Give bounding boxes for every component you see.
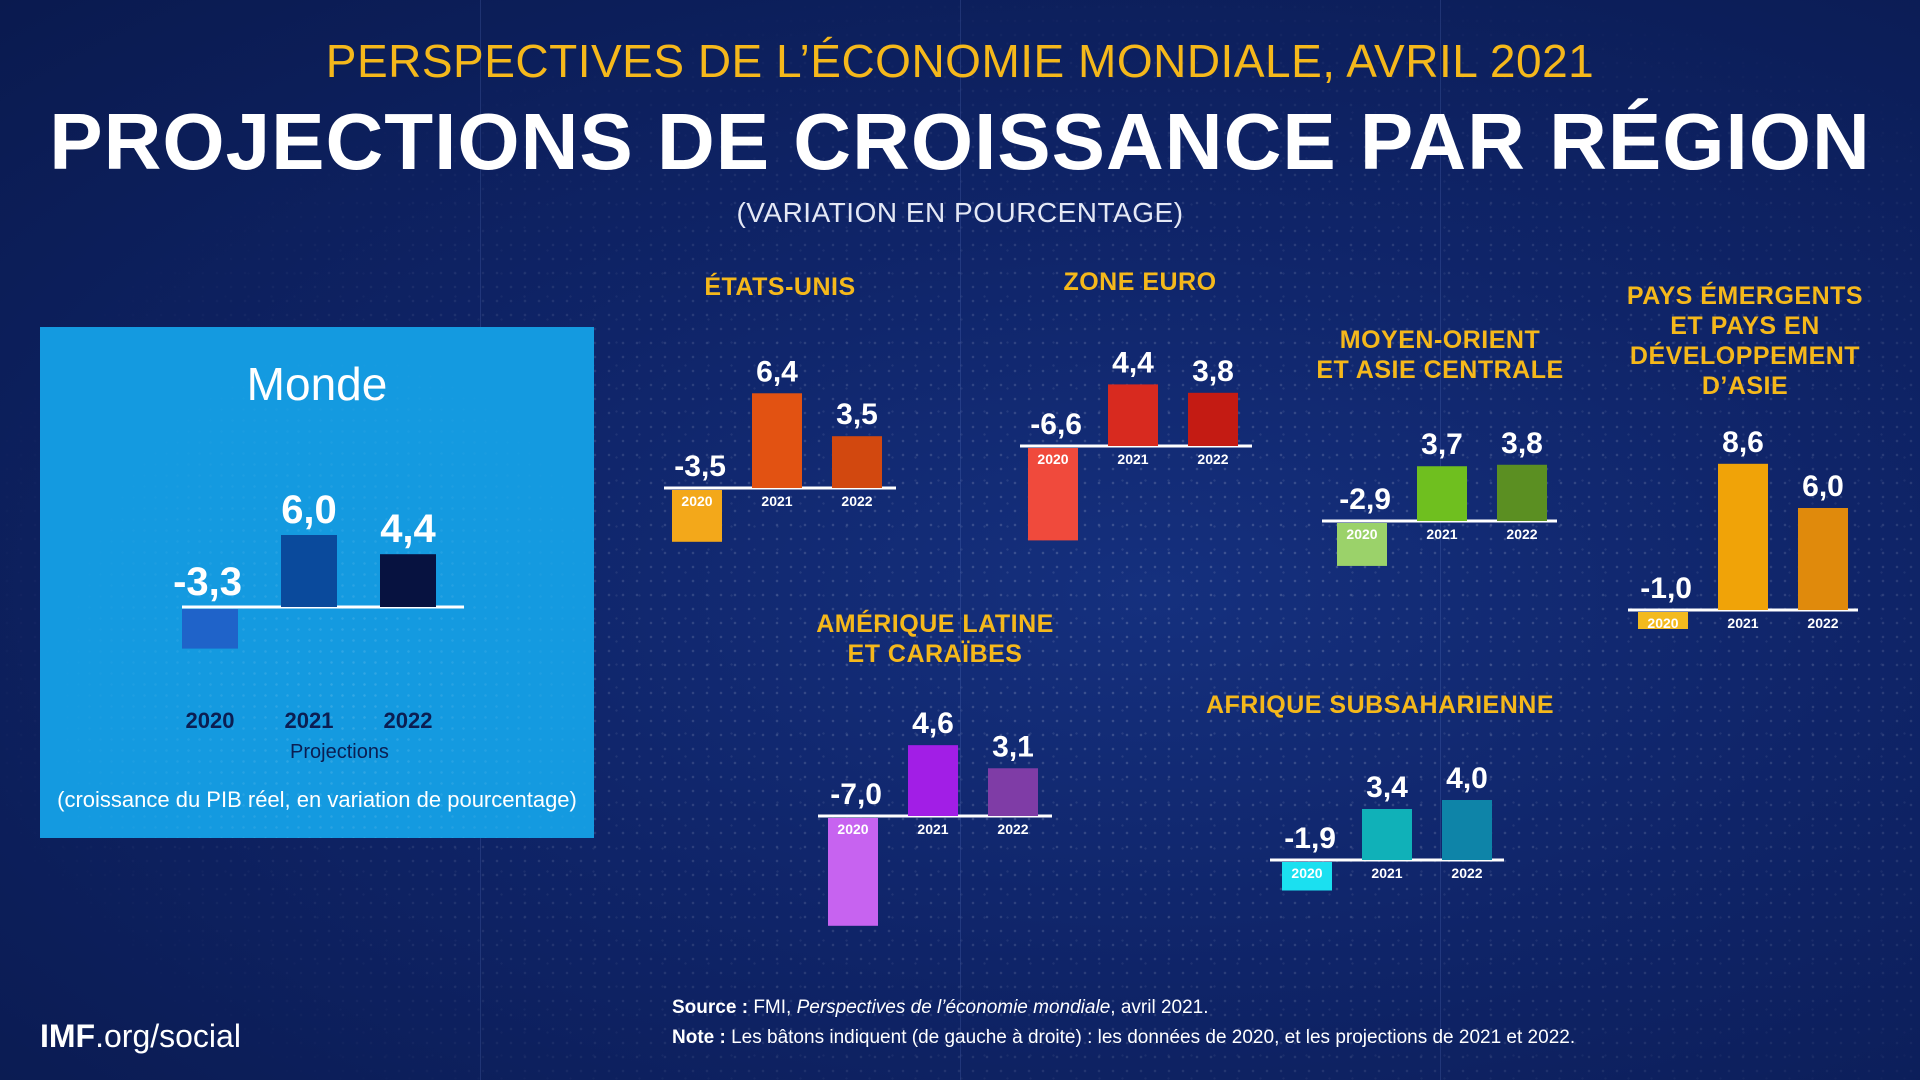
region-title-meca-line1: MOYEN-ORIENT (1339, 326, 1541, 354)
ssa-value-label: -1,9 (1284, 822, 1336, 855)
region-title-asia: PAYS ÉMERGENTS ET PAYS EN DÉVELOPPEMENT … (1600, 281, 1890, 401)
ssa-bar-2020 (1282, 862, 1332, 891)
euro-value-label: -6,6 (1030, 408, 1082, 441)
us-year-label: 2022 (841, 493, 872, 509)
asia-bar-2022 (1798, 508, 1848, 610)
euro-year-label: 2022 (1197, 451, 1228, 467)
source-note: Source : FMI, Perspectives de l’économie… (672, 997, 1209, 1019)
brand-link[interactable]: IMF.org/social (40, 1018, 241, 1055)
region-title-meca: MOYEN-ORIENT ET ASIE CENTRALE (1300, 325, 1580, 385)
world-bar-2022 (380, 554, 436, 607)
euro-bar-2022 (1188, 392, 1238, 446)
region-title-meca-line2: ET ASIE CENTRALE (1316, 356, 1564, 384)
subtitle: (VARIATION EN POURCENTAGE) (736, 197, 1184, 228)
world-value-label: 6,0 (281, 488, 337, 532)
us-year-label: 2021 (761, 493, 792, 509)
latam-bar-2022 (988, 768, 1038, 816)
map-grid-line (960, 0, 961, 1080)
world-value-label: 4,4 (380, 507, 436, 551)
euro-year-label: 2021 (1117, 451, 1148, 467)
latam-year-label: 2022 (997, 821, 1028, 837)
region-title-ssa: AFRIQUE SUBSAHARIENNE (1205, 691, 1555, 719)
world-year-label: 2020 (186, 708, 235, 733)
supertitle: PERSPECTIVES DE L’ÉCONOMIE MONDIALE, AVR… (325, 35, 1595, 87)
world-value-label: -3,3 (173, 560, 242, 604)
us-bar-2022 (832, 436, 882, 488)
latam-value-label: -7,0 (830, 778, 882, 811)
meca-value-label: -2,9 (1339, 483, 1391, 516)
us-year-label: 2020 (681, 493, 712, 509)
source-label: Source : (672, 997, 749, 1018)
ssa-year-label: 2020 (1291, 865, 1322, 881)
note-label: Note : (672, 1027, 726, 1048)
brand-rest: .org/social (95, 1018, 241, 1054)
meca-bar-2022 (1497, 464, 1547, 521)
euro-bar-2020 (1028, 448, 1078, 541)
region-title-latam-line2: ET CARAÏBES (847, 640, 1023, 668)
asia-year-label: 2021 (1727, 615, 1758, 631)
latam-bar-2020 (828, 818, 878, 926)
world-bar-2020 (182, 609, 238, 649)
euro-year-label: 2020 (1037, 451, 1068, 467)
latam-bar-2021 (908, 745, 958, 816)
meca-value-label: 3,8 (1501, 427, 1543, 460)
us-value-label: 3,5 (836, 398, 878, 431)
note-text: Les bâtons indiquent (de gauche à droite… (731, 1027, 1576, 1048)
us-bar-2021 (752, 393, 802, 488)
us-value-label: -3,5 (674, 450, 726, 483)
region-title-asia-line1: PAYS ÉMERGENTS (1626, 282, 1864, 310)
asia-value-label: -1,0 (1640, 572, 1692, 605)
world-panel-title: Monde (246, 358, 388, 410)
euro-value-label: 4,4 (1112, 346, 1154, 379)
page-title: PROJECTIONS DE CROISSANCE PAR RÉGION (49, 97, 1871, 186)
latam-value-label: 3,1 (992, 730, 1034, 763)
brand-bold: IMF (40, 1018, 96, 1054)
meca-year-label: 2020 (1346, 526, 1377, 542)
meca-year-label: 2021 (1426, 526, 1457, 542)
euro-bar-2021 (1108, 384, 1158, 446)
region-title-asia-line4: D’ASIE (1701, 372, 1789, 400)
footnote: Note : Les bâtons indiquent (de gauche à… (672, 1027, 1575, 1049)
ssa-value-label: 3,4 (1366, 771, 1408, 804)
us-value-label: 6,4 (756, 355, 798, 388)
latam-year-label: 2021 (917, 821, 948, 837)
ssa-bar-2021 (1362, 809, 1412, 860)
ssa-year-label: 2021 (1371, 865, 1402, 881)
map-grid-line (1440, 0, 1441, 1080)
us-bar-2020 (672, 490, 722, 542)
meca-year-label: 2022 (1506, 526, 1537, 542)
asia-year-label: 2020 (1647, 615, 1678, 631)
region-title-euro: ZONE EURO (1063, 268, 1217, 296)
asia-bar-2021 (1718, 463, 1768, 610)
world-panel-caption: (croissance du PIB réel, en variation de… (57, 787, 577, 812)
euro-value-label: 3,8 (1192, 355, 1234, 388)
source-text-italic: Perspectives de l’économie mondiale (796, 997, 1111, 1018)
world-year-label: 2021 (285, 708, 334, 733)
asia-value-label: 8,6 (1722, 426, 1764, 459)
asia-value-label: 6,0 (1802, 470, 1844, 503)
ssa-value-label: 4,0 (1446, 762, 1488, 795)
asia-year-label: 2022 (1807, 615, 1838, 631)
region-title-latam: AMÉRIQUE LATINE ET CARAÏBES (790, 609, 1080, 669)
ssa-bar-2022 (1442, 800, 1492, 860)
meca-value-label: 3,7 (1421, 428, 1463, 461)
meca-bar-2021 (1417, 466, 1467, 521)
asia-bar-2020 (1638, 612, 1688, 629)
world-bar-2021 (281, 535, 337, 607)
ssa-year-label: 2022 (1451, 865, 1482, 881)
region-title-asia-line2: ET PAYS EN (1670, 312, 1820, 340)
latam-value-label: 4,6 (912, 707, 954, 740)
world-year-label: 2022 (384, 708, 433, 733)
source-text-pre: FMI, (753, 997, 797, 1018)
projections-label: Projections (290, 741, 389, 763)
region-title-asia-line3: DÉVELOPPEMENT (1629, 342, 1861, 370)
source-text-post: , avril 2021. (1110, 997, 1209, 1018)
region-title-latam-line1: AMÉRIQUE LATINE (816, 610, 1054, 638)
meca-bar-2020 (1337, 523, 1387, 566)
latam-year-label: 2020 (837, 821, 868, 837)
region-title-us: ÉTATS-UNIS (704, 273, 856, 301)
